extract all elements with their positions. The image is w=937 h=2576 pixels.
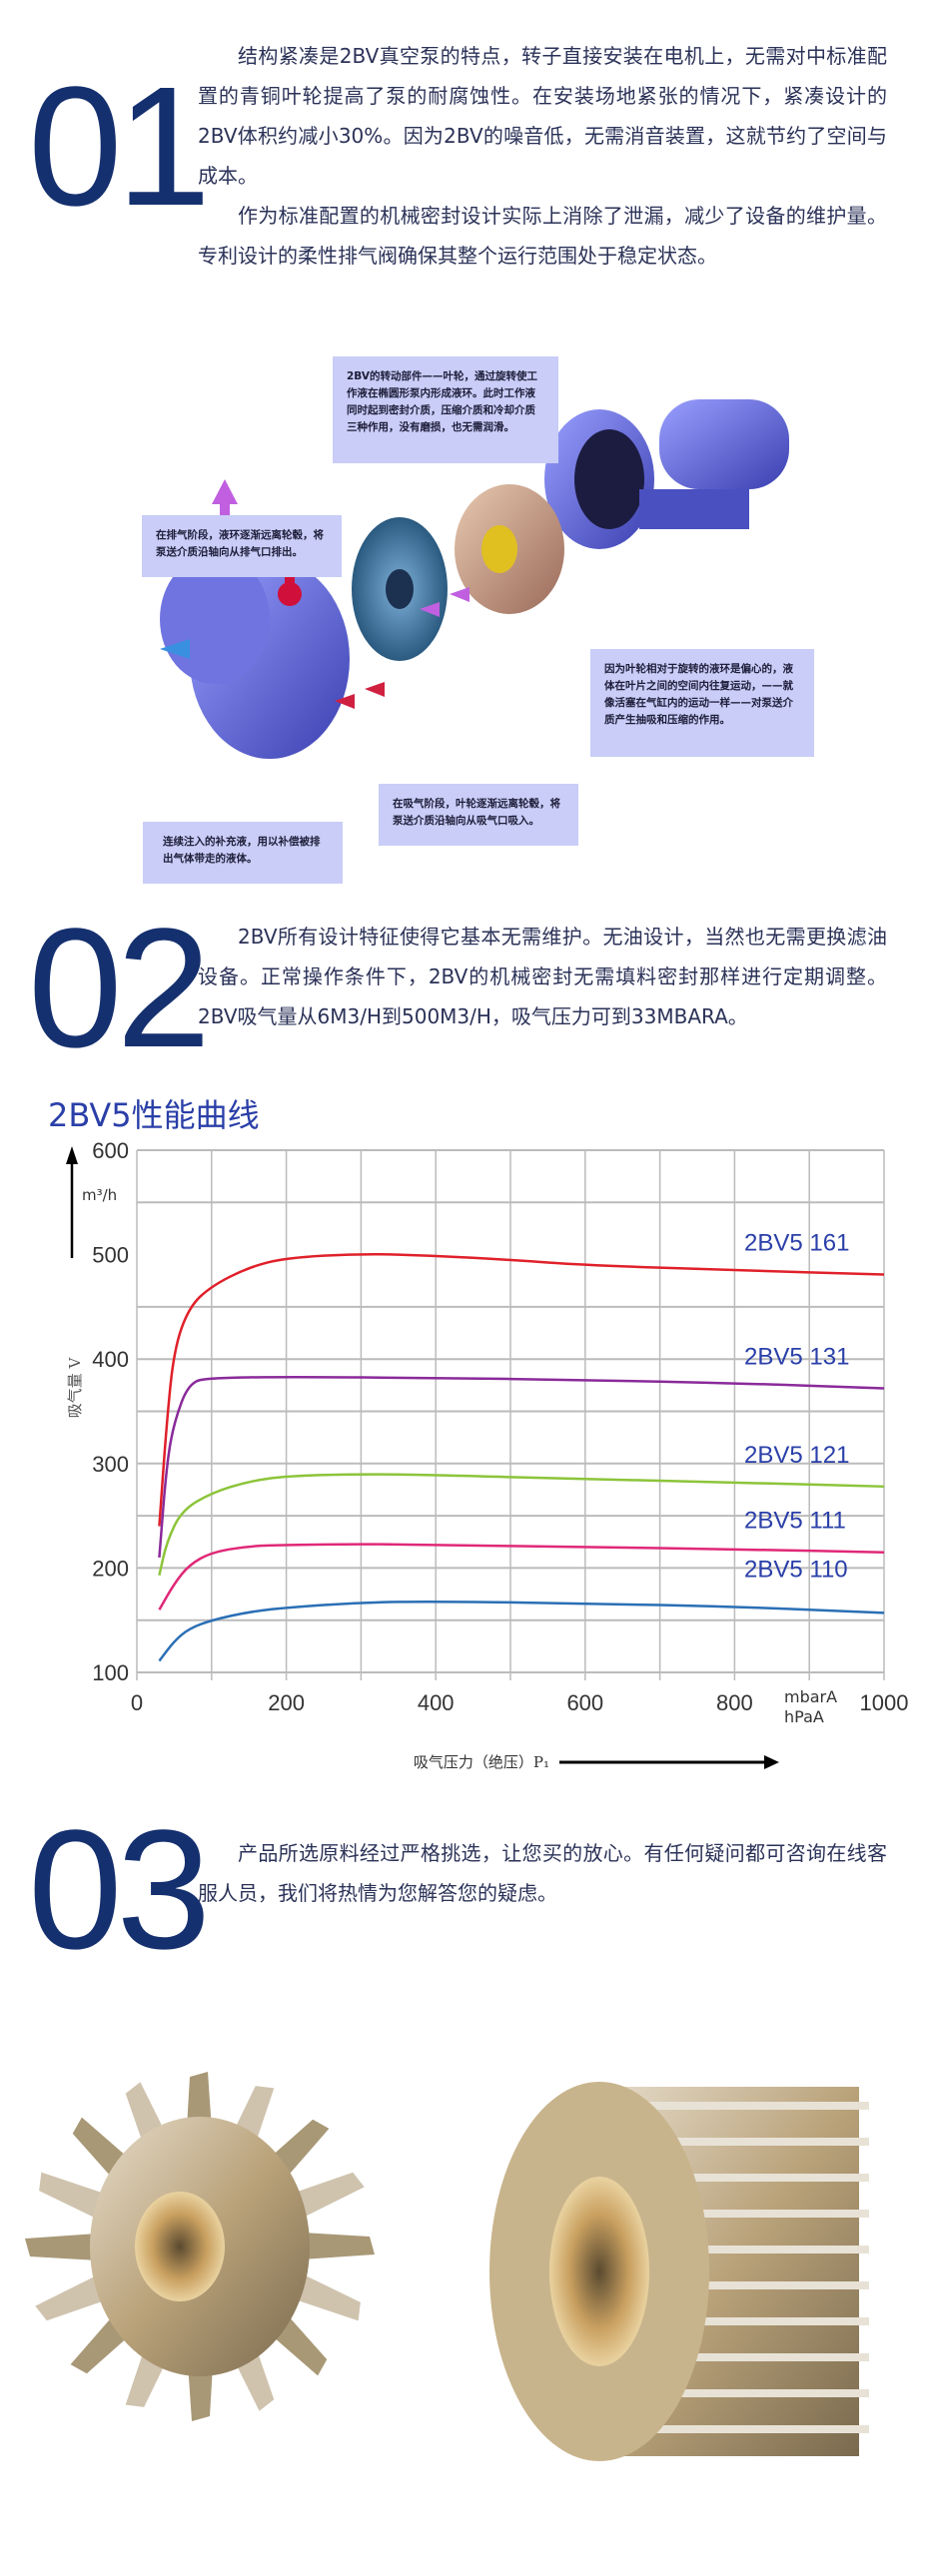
x-unit2-label: hPaA [784,1707,824,1726]
impeller-fin [619,2174,869,2182]
callout-impeller: 2BV的转动部件——叶轮，通过旋转使工作液在椭圆形泵内形成液环。此时工作液同时起… [333,356,558,463]
impeller-fin [619,2353,869,2361]
y-tick-label: 300 [92,1452,129,1477]
section1-text: 结构紧凑是2BV真空泵的特点，转子直接安装在电机上，无需对中标准配置的青铜叶轮提… [198,36,887,276]
section-number-02: 02 [28,894,211,1083]
impeller-fin [619,2425,869,2433]
impeller-fin [619,2210,869,2218]
callout-makeup: 连续注入的补充液，用以补偿被排出气体带走的液体。 [143,822,343,884]
callout-exhaust: 在排气阶段，液环逐渐远离轮毂，将泵送介质沿轴向从排气口排出。 [142,515,342,577]
x-tick-label: 800 [716,1690,753,1715]
y-axis-arrowhead [66,1146,78,1164]
series-label: 2BV5 161 [744,1229,849,1256]
flow-arrows [160,587,469,709]
y-tick-label: 400 [92,1347,129,1372]
impeller-fin [619,2317,869,2325]
y-tick-label: 500 [92,1243,129,1268]
performance-chart: 100 200 300 400 500 600 0 200 400 600 800 1000 mbarA… [66,1138,909,1771]
x-tick-label: 600 [566,1690,603,1715]
series-line [158,1543,885,1610]
chart-title: 2BV5性能曲线 [48,1096,260,1134]
impeller-fin [619,2389,869,2397]
y-tick-label: 200 [92,1556,129,1581]
section1-paragraph: 结构紧凑是2BV真空泵的特点，转子直接安装在电机上，无需对中标准配置的青铜叶轮提… [198,44,887,188]
section3-paragraph: 产品所选原料经过严格挑选，让您买的放心。有任何疑问都可咨询在线客服人员，我们将热… [198,1841,887,1905]
y-tick-label: 100 [92,1660,129,1685]
impeller-fin [619,2138,869,2146]
motor-illustration [544,399,789,549]
series-line [158,1375,885,1559]
series-line [158,1473,885,1576]
series-line [158,1253,885,1527]
series-label: 2BV5 110 [744,1556,848,1583]
impeller-photos [25,2072,869,2461]
x-tick-label: 0 [131,1690,143,1715]
impeller-fin [619,2281,869,2289]
section3-text: 产品所选原料经过严格挑选，让您买的放心。有任何疑问都可咨询在线客服人员，我们将热… [198,1833,887,1913]
x-tick-label: 400 [418,1690,455,1715]
series-line [158,1600,885,1662]
x-tick-label: 1000 [860,1690,909,1715]
y-tick-label: 600 [92,1138,129,1163]
impeller-photo-left [25,2072,375,2421]
section-number-03: 03 [28,1795,211,1985]
impeller-illustration [455,484,564,614]
y-axis-label: 吸气量 V [66,1357,84,1419]
series-label: 2BV5 111 [744,1508,846,1535]
callout-suction: 在吸气阶段，叶轮逐渐远离轮毂，将泵送介质沿轴向从吸气口吸入。 [379,784,578,846]
x-tick-label: 200 [268,1690,305,1715]
y-unit-label: m³/h [82,1186,117,1204]
section-number-01: 01 [28,52,211,242]
x-axis-arrowhead [764,1755,779,1769]
impeller-fin [619,2246,869,2254]
port-plate-illustration [352,517,448,661]
section2-paragraph: 2BV所有设计特征使得它基本无需维护。无油设计，当然也无需更换滤油设备。正常操作… [198,925,887,1028]
impeller-fin [619,2102,869,2110]
x-axis-label: 吸气压力（绝压）P₁ [414,1753,549,1771]
callout-eccentric: 因为叶轮相对于旋转的液环是偏心的，液体在叶片之间的空间内往复运动，——就像活塞在… [590,649,814,757]
impeller-photo-right [489,2082,869,2461]
x-unit-label: mbarA [784,1687,837,1706]
section2-text: 2BV所有设计特征使得它基本无需维护。无油设计，当然也无需更换滤油设备。正常操作… [198,917,887,1036]
series-label: 2BV5 131 [744,1343,849,1370]
series-label: 2BV5 121 [744,1442,849,1469]
section1-paragraph: 作为标准配置的机械密封设计实际上消除了泄漏，减少了设备的维护量。专利设计的柔性排… [198,204,887,268]
